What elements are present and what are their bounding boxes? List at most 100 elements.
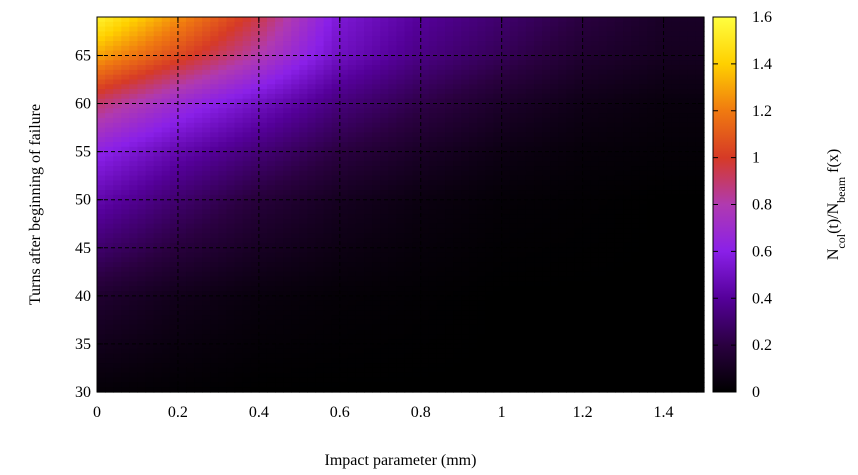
heatmap-cell: [258, 17, 268, 23]
heatmap-cell: [242, 151, 252, 158]
heatmap-cell: [687, 36, 697, 42]
heatmap-cell: [534, 142, 543, 148]
heatmap-cell: [631, 137, 640, 143]
heatmap-cell: [655, 257, 665, 263]
heatmap-cell: [404, 281, 414, 287]
heatmap-cell: [574, 180, 584, 186]
heatmap-cell: [331, 98, 341, 105]
heatmap-cell: [412, 137, 422, 143]
heatmap-cell: [275, 117, 284, 124]
heatmap-cell: [655, 31, 665, 37]
heatmap-cell: [145, 146, 155, 153]
heatmap-cell: [161, 329, 171, 335]
heatmap-cell: [687, 180, 697, 186]
heatmap-cell: [590, 137, 600, 143]
heatmap-cell: [614, 41, 624, 47]
heatmap-cell: [639, 238, 648, 244]
heatmap-cell: [404, 204, 414, 210]
heatmap-cell: [493, 69, 503, 76]
heatmap-cell: [137, 45, 147, 52]
heatmap-cell: [542, 31, 551, 37]
heatmap-cell: [453, 233, 462, 239]
heatmap-cell: [97, 262, 106, 268]
heatmap-cell: [355, 69, 365, 76]
heatmap-cell: [590, 214, 600, 220]
heatmap-cell: [469, 209, 478, 215]
heatmap-cell: [493, 161, 503, 167]
heatmap-cell: [695, 17, 705, 23]
heatmap-cell: [202, 45, 211, 52]
heatmap-cell: [307, 21, 317, 28]
heatmap-cell: [485, 291, 495, 297]
heatmap-cell: [695, 257, 705, 263]
heatmap-cell: [113, 286, 122, 292]
heatmap-cell: [242, 271, 252, 278]
heatmap-cell: [380, 295, 389, 302]
heatmap-cell: [388, 247, 398, 254]
heatmap-cell: [639, 214, 648, 220]
heatmap-cell: [194, 223, 203, 230]
heatmap-cell: [331, 146, 341, 153]
heatmap-cell: [380, 65, 389, 71]
heatmap-cell: [582, 142, 592, 148]
heatmap-cell: [655, 267, 665, 273]
heatmap-cell: [291, 209, 300, 215]
heatmap-cell: [679, 132, 689, 138]
heatmap-cell: [145, 170, 155, 177]
heatmap-cell: [137, 98, 147, 105]
heatmap-cell: [614, 218, 624, 225]
heatmap-cell: [671, 156, 681, 162]
heatmap-cell: [606, 31, 616, 37]
heatmap-cell: [477, 276, 487, 283]
heatmap-cell: [493, 238, 503, 244]
heatmap-cell: [275, 276, 284, 283]
heatmap-cell: [283, 45, 292, 52]
heatmap-cell: [663, 89, 673, 95]
heatmap-cell: [412, 194, 422, 201]
heatmap-cell: [275, 267, 284, 273]
heatmap-cell: [339, 257, 349, 263]
heatmap-cell: [525, 209, 535, 215]
heatmap-cell: [137, 55, 147, 61]
heatmap-cell: [606, 252, 616, 258]
heatmap-cell: [396, 117, 406, 124]
heatmap-cell: [493, 190, 503, 196]
heatmap-cell: [266, 334, 276, 340]
heatmap-cell: [550, 233, 559, 239]
heatmap-cell: [266, 137, 276, 143]
heatmap-cell: [291, 84, 300, 90]
heatmap-cell: [380, 146, 389, 153]
heatmap-cell: [501, 31, 511, 37]
heatmap-cell: [639, 170, 648, 177]
heatmap-cell: [671, 300, 681, 307]
heatmap-cell: [372, 117, 381, 124]
heatmap-cell: [364, 41, 373, 47]
heatmap-cell: [364, 69, 373, 76]
heatmap-cell: [291, 127, 300, 133]
heatmap-cell: [420, 199, 430, 206]
heatmap-cell: [558, 161, 568, 167]
heatmap-cell: [574, 151, 584, 158]
heatmap-cell: [137, 194, 147, 201]
heatmap-cell: [574, 329, 584, 335]
heatmap-cell: [469, 122, 478, 129]
heatmap-cell: [194, 166, 203, 172]
heatmap-cell: [113, 194, 122, 201]
heatmap-cell: [275, 142, 284, 148]
heatmap-cell: [679, 65, 689, 71]
heatmap-cell: [113, 218, 122, 225]
heatmap-cell: [266, 161, 276, 167]
heatmap-cell: [428, 228, 438, 234]
heatmap-cell: [307, 117, 317, 124]
heatmap-cell: [137, 132, 147, 138]
heatmap-cell: [428, 74, 438, 81]
heatmap-cell: [396, 45, 406, 52]
heatmap-cell: [647, 98, 657, 105]
heatmap-cell: [113, 233, 122, 239]
heatmap-cell: [412, 238, 422, 244]
heatmap-cell: [695, 108, 705, 114]
heatmap-cell: [436, 228, 446, 234]
heatmap-cell: [97, 185, 106, 191]
heatmap-cell: [590, 242, 600, 249]
heatmap-cell: [445, 122, 454, 129]
